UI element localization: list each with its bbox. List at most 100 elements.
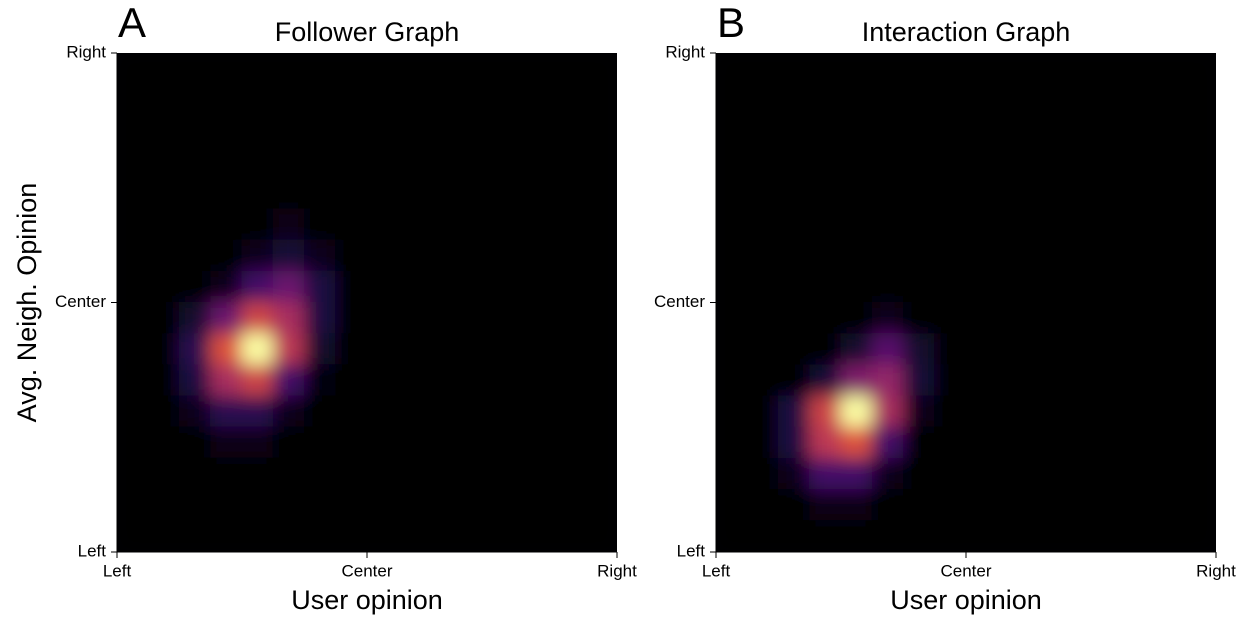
heatmap-cell: [1090, 364, 1123, 397]
heatmap-cell: [210, 489, 243, 522]
heatmap-cell: [1028, 489, 1061, 522]
heatmap-cell: [716, 333, 748, 366]
heatmap-cell: [304, 114, 337, 148]
heatmap-cell: [1028, 177, 1061, 210]
heatmap-cell: [117, 489, 149, 522]
heatmap-cell: [429, 457, 462, 491]
heatmap-cell: [996, 520, 1029, 552]
heatmap-cell: [1028, 520, 1061, 552]
heatmap-cell: [147, 302, 180, 335]
heatmap-cell: [716, 208, 748, 241]
heatmap-cell: [716, 302, 748, 335]
heatmap-cell: [585, 270, 617, 303]
heatmap-cell: [210, 177, 243, 210]
heatmap-cell: [554, 395, 587, 428]
heatmap-cell: [778, 520, 811, 552]
heatmap-cell: [840, 83, 873, 116]
heatmap-cell: [1028, 239, 1061, 272]
heatmap-cell: [716, 146, 748, 179]
heatmap-cell: [397, 457, 430, 491]
heatmap-cell: [871, 457, 904, 491]
heatmap-cell: [272, 426, 305, 459]
heatmap-cell: [840, 457, 873, 491]
heatmap-cell: [871, 177, 904, 210]
heatmap-cell: [903, 489, 936, 522]
heatmap-cell: [210, 270, 243, 303]
x-tick-label: Right: [597, 561, 637, 580]
heatmap-cell: [716, 520, 748, 552]
heatmap-cell: [117, 177, 149, 210]
heatmap-cell: [934, 114, 967, 148]
heatmap-cell: [1028, 364, 1061, 397]
heatmap-cell: [335, 270, 368, 303]
heatmap-cell: [871, 426, 904, 459]
heatmap-cell: [304, 520, 337, 552]
heatmap-cell: [335, 208, 368, 241]
heatmap-cell: [1090, 53, 1123, 85]
heatmap-cell: [397, 426, 430, 459]
heatmap-cell: [716, 83, 748, 116]
heatmap-cell: [179, 520, 212, 552]
heatmap-cell: [1184, 208, 1216, 241]
heatmap-cell: [746, 457, 779, 491]
heatmap-cells: [716, 53, 1216, 552]
heatmap-cell: [965, 208, 998, 241]
heatmap-cell: [272, 270, 305, 303]
heatmap-cell: [1121, 146, 1154, 179]
heatmap-cell: [996, 53, 1029, 85]
heatmap-cell: [491, 146, 524, 179]
heatmap-cell: [1153, 146, 1186, 179]
heatmap-cell: [522, 395, 555, 428]
heatmap-cell: [429, 364, 462, 397]
heatmap-cell: [304, 239, 337, 272]
heatmap-cell: [241, 239, 274, 272]
heatmap-cell: [397, 395, 430, 428]
heatmap-cell: [871, 239, 904, 272]
heatmap-cell: [147, 364, 180, 397]
heatmap-cell: [335, 395, 368, 428]
heatmap-cell: [871, 114, 904, 148]
heatmap-cell: [585, 395, 617, 428]
heatmap-cell: [366, 146, 399, 179]
heatmap-cell: [903, 457, 936, 491]
heatmap-cell: [397, 177, 430, 210]
heatmap-cell: [871, 520, 904, 552]
heatmap-cell: [778, 270, 811, 303]
panel-label: A: [118, 0, 146, 46]
heatmap-cell: [210, 146, 243, 179]
heatmap-cell: [934, 146, 967, 179]
heatmap-cell: [934, 426, 967, 459]
heatmap-cell: [1121, 114, 1154, 148]
heatmap-cell: [778, 208, 811, 241]
heatmap-cell: [335, 239, 368, 272]
heatmap-cell: [117, 146, 149, 179]
heatmap-cell: [1028, 53, 1061, 85]
heatmap-cell: [304, 364, 337, 397]
heatmap-cell: [491, 177, 524, 210]
heatmap-cell: [1059, 114, 1092, 148]
heatmap-cell: [147, 520, 180, 552]
y-tick-label: Right: [66, 42, 106, 61]
heatmap-cell: [117, 83, 149, 116]
heatmap-cell: [1184, 426, 1216, 459]
heatmap-cell: [429, 114, 462, 148]
heatmap-cell: [1184, 520, 1216, 552]
heatmap-cell: [585, 302, 617, 335]
heatmap-cell: [366, 364, 399, 397]
heatmap-cell: [965, 395, 998, 428]
heatmap-cell: [241, 177, 274, 210]
heatmap-cell: [460, 177, 493, 210]
heatmap-cell: [809, 364, 842, 397]
heatmap-cell: [147, 489, 180, 522]
heatmap-cell: [397, 83, 430, 116]
heatmap-cell: [1184, 239, 1216, 272]
heatmap-cell: [366, 177, 399, 210]
heatmap-cell: [1090, 520, 1123, 552]
heatmap-cell: [1121, 302, 1154, 335]
heatmap-cell: [996, 457, 1029, 491]
heatmap-cell: [746, 333, 779, 366]
heatmap-cell: [304, 83, 337, 116]
heatmap-cell: [522, 146, 555, 179]
heatmap-cell: [1121, 457, 1154, 491]
heatmap-cell: [1028, 302, 1061, 335]
